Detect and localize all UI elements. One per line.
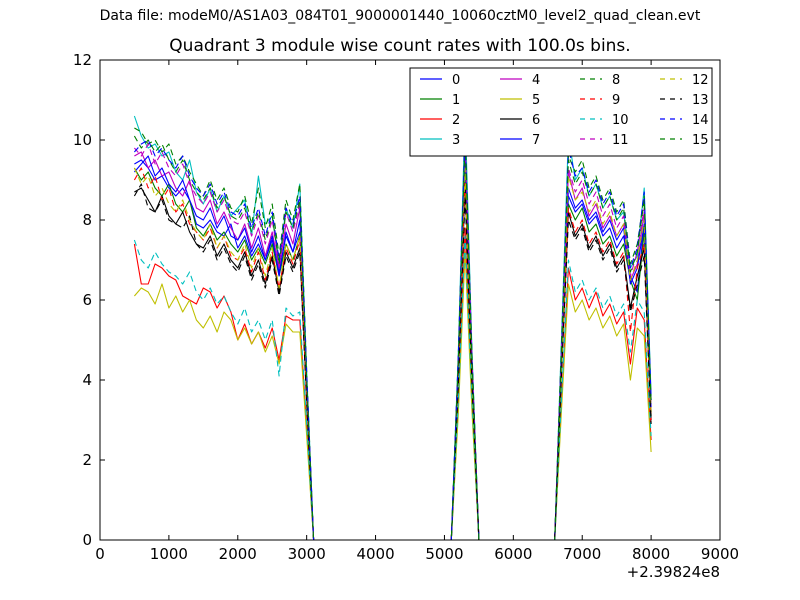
legend-label: 0 — [452, 73, 460, 88]
series-2-line — [133, 227, 652, 541]
legend-label: 12 — [692, 73, 709, 88]
series-6-line — [134, 183, 652, 541]
y-tick-label: 0 — [82, 531, 92, 549]
legend-label: 15 — [692, 133, 709, 148]
series-10-line — [133, 235, 652, 541]
y-tick-label: 8 — [82, 211, 92, 229]
legend-label: 4 — [532, 73, 540, 88]
x-tick-label: 5000 — [425, 545, 463, 563]
x-tick-label: 9000 — [701, 545, 739, 563]
legend-label: 2 — [452, 113, 460, 128]
legend-label: 7 — [532, 133, 540, 148]
x-tick-label: 8000 — [632, 545, 670, 563]
y-tick-label: 6 — [82, 291, 92, 309]
legend-label: 3 — [452, 133, 460, 148]
legend-label: 14 — [692, 113, 709, 128]
series-15-line — [133, 135, 652, 541]
y-tick-label: 10 — [73, 131, 92, 149]
legend-label: 8 — [612, 73, 620, 88]
series-3-line — [133, 111, 652, 541]
y-tick-label: 2 — [82, 451, 92, 469]
legend-label: 11 — [612, 133, 629, 148]
x-tick-label: 0 — [95, 545, 105, 563]
legend-label: 6 — [532, 113, 540, 128]
legend-label: 5 — [532, 93, 540, 108]
x-tick-label: 7000 — [563, 545, 601, 563]
x-tick-label: 3000 — [288, 545, 326, 563]
legend-frame — [409, 67, 713, 157]
series-layer — [133, 111, 652, 541]
series-11-line — [133, 139, 652, 541]
legend-label: 10 — [612, 113, 629, 128]
x-offset-label: +2.39824e8 — [627, 563, 720, 581]
x-tick-label: 4000 — [356, 545, 394, 563]
legend-label: 9 — [612, 93, 620, 108]
x-tick-label: 1000 — [150, 545, 188, 563]
figure-suptitle: Data file: modeM0/AS1A03_084T01_90000014… — [99, 8, 701, 24]
series-13-line — [133, 183, 652, 541]
x-tick-label: 6000 — [494, 545, 532, 563]
y-tick-label: 4 — [82, 371, 92, 389]
legend-label: 1 — [452, 93, 460, 108]
axis-layer: 0 1000 2000 3000 4000 5000 6000 7000 8000 9000 0 2 4… — [73, 51, 739, 563]
x-tick-label: 2000 — [219, 545, 257, 563]
y-tick-label: 12 — [73, 51, 92, 69]
legend-label: 13 — [692, 93, 709, 108]
chart-title: Quadrant 3 module wise count rates with … — [169, 36, 631, 56]
